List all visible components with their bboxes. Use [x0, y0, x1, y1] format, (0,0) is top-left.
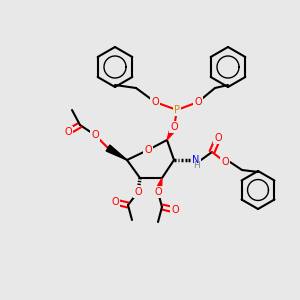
Text: O: O [91, 130, 99, 140]
Text: O: O [134, 187, 142, 197]
Text: O: O [170, 122, 178, 132]
Polygon shape [154, 178, 162, 193]
Text: N: N [192, 155, 200, 165]
Text: O: O [214, 133, 222, 143]
Text: H: H [193, 160, 200, 169]
Text: O: O [194, 97, 202, 107]
Text: O: O [154, 187, 162, 197]
Text: O: O [221, 157, 229, 167]
Polygon shape [167, 125, 177, 140]
Text: O: O [64, 127, 72, 137]
Polygon shape [106, 145, 127, 160]
Text: O: O [151, 97, 159, 107]
Text: O: O [144, 145, 152, 155]
Text: P: P [174, 105, 180, 115]
Text: O: O [171, 205, 179, 215]
Text: O: O [111, 197, 119, 207]
